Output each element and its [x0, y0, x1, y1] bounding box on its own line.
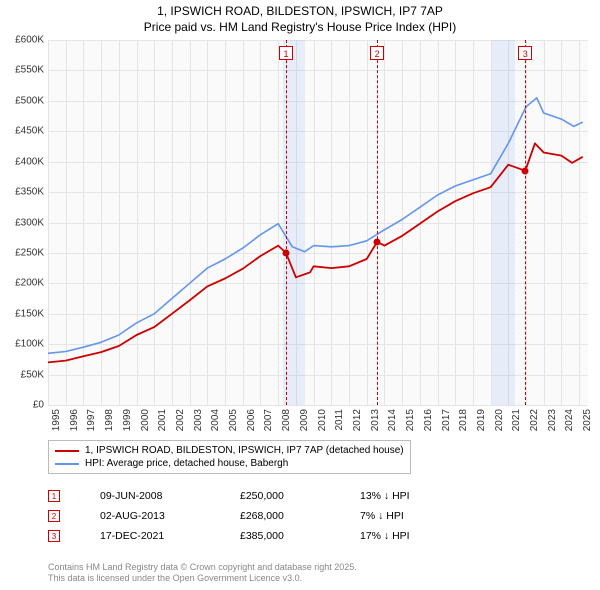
sales-table: 1 09-JUN-2008 £250,000 13% ↓ HPI 2 02-AU…: [48, 486, 500, 546]
y-axis-label: £600K: [0, 35, 44, 46]
x-axis-label: 2009: [299, 409, 310, 431]
sale-marker-label: 1: [279, 46, 293, 60]
sale-date: 09-JUN-2008: [100, 490, 240, 502]
x-axis-label: 2000: [140, 409, 151, 431]
x-axis-label: 2017: [441, 409, 452, 431]
x-axis-label: 2006: [246, 409, 257, 431]
x-axis-label: 2023: [547, 409, 558, 431]
x-axis-label: 2019: [476, 409, 487, 431]
table-row: 1 09-JUN-2008 £250,000 13% ↓ HPI: [48, 486, 500, 506]
sale-marker-2: 2: [48, 510, 60, 522]
sale-date: 02-AUG-2013: [100, 510, 240, 522]
sale-marker-point: [282, 249, 289, 256]
sale-marker-point: [522, 167, 529, 174]
x-axis-label: 2002: [175, 409, 186, 431]
sale-date: 17-DEC-2021: [100, 530, 240, 542]
series-line-hpi: [48, 98, 583, 353]
x-axis-label: 2011: [334, 409, 345, 431]
y-axis-label: £250K: [0, 247, 44, 258]
x-axis-label: 1996: [69, 409, 80, 431]
sale-delta: 13% ↓ HPI: [360, 490, 500, 502]
x-axis-label: 2024: [564, 409, 575, 431]
legend-swatch-property: [55, 450, 79, 452]
y-axis-label: £50K: [0, 369, 44, 380]
footer-line-1: Contains HM Land Registry data © Crown c…: [48, 562, 357, 573]
x-axis-label: 2012: [352, 409, 363, 431]
y-axis-label: £0: [0, 400, 44, 411]
x-axis-label: 2016: [423, 409, 434, 431]
x-axis-label: 2007: [263, 409, 274, 431]
y-axis-label: £550K: [0, 65, 44, 76]
y-axis-label: £350K: [0, 187, 44, 198]
x-axis-label: 2004: [210, 409, 221, 431]
attribution-footer: Contains HM Land Registry data © Crown c…: [48, 562, 357, 585]
x-axis-label: 2022: [529, 409, 540, 431]
x-axis-label: 2010: [317, 409, 328, 431]
sale-marker-1: 1: [48, 490, 60, 502]
legend-item-property: 1, IPSWICH ROAD, BILDESTON, IPSWICH, IP7…: [55, 444, 404, 457]
sale-marker-label: 2: [370, 46, 384, 60]
y-axis-label: £150K: [0, 308, 44, 319]
legend-label-hpi: HPI: Average price, detached house, Babe…: [85, 458, 288, 469]
y-axis-label: £400K: [0, 156, 44, 167]
table-row: 3 17-DEC-2021 £385,000 17% ↓ HPI: [48, 526, 500, 546]
price-chart: 123 £0£50K£100K£150K£200K£250K£300K£350K…: [48, 40, 588, 405]
sale-marker-point: [374, 238, 381, 245]
title-line-1: 1, IPSWICH ROAD, BILDESTON, IPSWICH, IP7…: [0, 4, 600, 20]
sale-price: £250,000: [240, 490, 360, 502]
legend-item-hpi: HPI: Average price, detached house, Babe…: [55, 457, 404, 470]
y-axis-label: £500K: [0, 95, 44, 106]
x-axis-label: 1995: [51, 409, 62, 431]
table-row: 2 02-AUG-2013 £268,000 7% ↓ HPI: [48, 506, 500, 526]
sale-marker-line: [286, 40, 287, 405]
x-axis-label: 1998: [104, 409, 115, 431]
sale-marker-line: [377, 40, 378, 405]
legend-label-property: 1, IPSWICH ROAD, BILDESTON, IPSWICH, IP7…: [85, 445, 404, 456]
series-line-property: [48, 143, 583, 362]
x-axis-label: 2005: [228, 409, 239, 431]
legend-swatch-hpi: [55, 463, 79, 465]
sale-price: £268,000: [240, 510, 360, 522]
x-axis-label: 2001: [157, 409, 168, 431]
sale-marker-line: [525, 40, 526, 405]
sale-marker-label: 3: [518, 46, 532, 60]
y-axis-label: £200K: [0, 278, 44, 289]
x-axis-label: 2014: [387, 409, 398, 431]
x-axis-label: 2015: [405, 409, 416, 431]
sale-delta: 17% ↓ HPI: [360, 530, 500, 542]
x-axis-label: 1999: [122, 409, 133, 431]
chart-lines: [48, 40, 588, 405]
x-axis-label: 2003: [193, 409, 204, 431]
legend: 1, IPSWICH ROAD, BILDESTON, IPSWICH, IP7…: [48, 440, 411, 474]
gridline-horizontal: [48, 405, 588, 406]
y-axis-label: £100K: [0, 339, 44, 350]
sale-price: £385,000: [240, 530, 360, 542]
sale-marker-3: 3: [48, 530, 60, 542]
y-axis-label: £300K: [0, 217, 44, 228]
x-axis-label: 1997: [86, 409, 97, 431]
footer-line-2: This data is licensed under the Open Gov…: [48, 573, 357, 584]
title-line-2: Price paid vs. HM Land Registry's House …: [0, 20, 600, 36]
chart-title: 1, IPSWICH ROAD, BILDESTON, IPSWICH, IP7…: [0, 0, 600, 35]
x-axis-label: 2018: [458, 409, 469, 431]
x-axis-label: 2008: [281, 409, 292, 431]
x-axis-label: 2020: [494, 409, 505, 431]
y-axis-label: £450K: [0, 126, 44, 137]
x-axis-label: 2025: [582, 409, 593, 431]
x-axis-label: 2013: [370, 409, 381, 431]
sale-delta: 7% ↓ HPI: [360, 510, 500, 522]
x-axis-label: 2021: [511, 409, 522, 431]
